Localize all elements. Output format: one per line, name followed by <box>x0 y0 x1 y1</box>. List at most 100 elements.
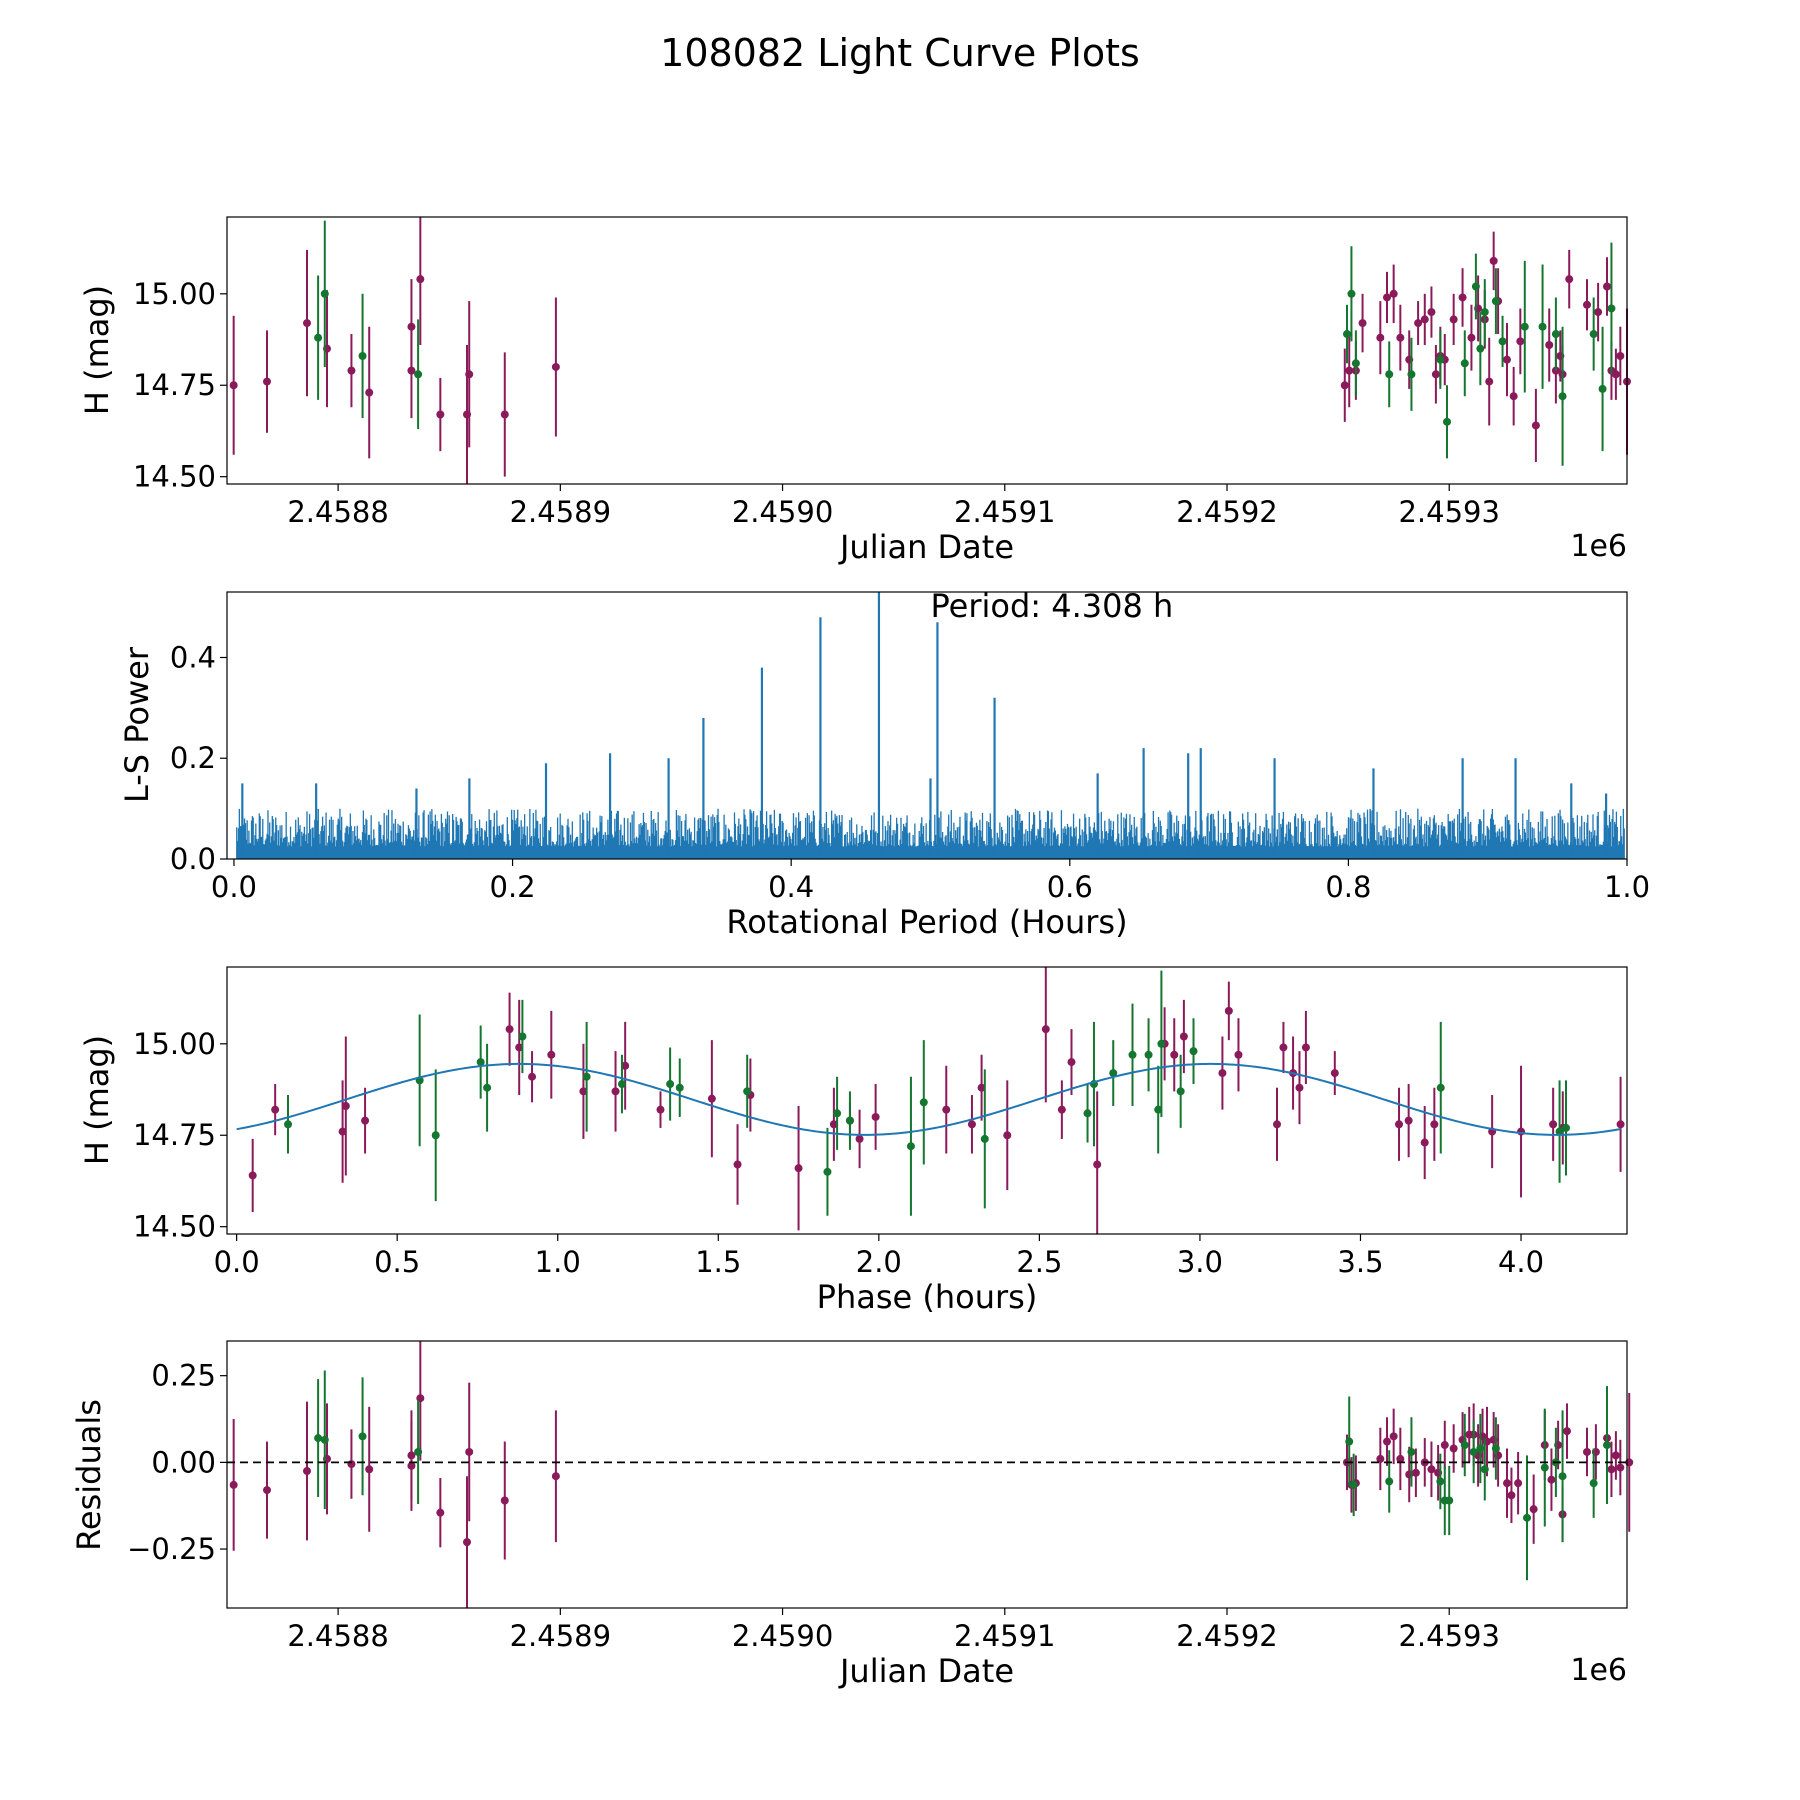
lightcurve-point-r <box>500 410 509 419</box>
phase-xtick-label: 1.0 <box>535 1245 581 1279</box>
phase-point-r <box>656 1105 665 1114</box>
lightcurve-point-r <box>1449 315 1458 324</box>
phase-point-g <box>1128 1050 1137 1059</box>
residuals-point-g <box>314 1434 323 1443</box>
phase-point-g <box>431 1131 440 1140</box>
lightcurve-point-r <box>1583 300 1591 309</box>
phase-xtick-label: 4.0 <box>1498 1245 1544 1279</box>
residuals-ylabel: Residuals <box>70 1399 108 1551</box>
lightcurve-point-r <box>1389 289 1398 298</box>
phase-point-r <box>341 1101 350 1110</box>
periodogram-xtick-label: 0.4 <box>768 870 814 904</box>
residuals-point-r <box>1389 1432 1398 1441</box>
lightcurve-xtick-label: 2.4592 <box>1176 495 1277 529</box>
phase-ylabel: H (mag) <box>78 1035 116 1165</box>
lightcurve-point-r <box>1531 421 1540 430</box>
lightcurve-xtick-label: 2.4590 <box>732 495 833 529</box>
phase-point-g <box>906 1142 915 1151</box>
residuals-point-r <box>365 1465 374 1474</box>
periodogram-ytick-label: 0.2 <box>170 741 216 775</box>
lightcurve-point-r <box>1383 293 1391 302</box>
lightcurve-ytick-label: 14.75 <box>133 368 216 402</box>
lightcurve-point-g <box>1436 355 1445 364</box>
lightcurve-point-g <box>1351 359 1360 368</box>
figure-title: 108082 Light Curve Plots <box>660 31 1140 75</box>
residuals-xtick-label: 2.4589 <box>510 1619 611 1653</box>
phase-point-r <box>733 1160 742 1169</box>
residuals-marks <box>227 1341 1634 1608</box>
phase-point-g <box>1083 1109 1092 1118</box>
residuals-point-r <box>1563 1427 1571 1436</box>
lightcurve-point-g <box>1558 392 1567 401</box>
periodogram-ylabel: L-S Power <box>118 646 156 803</box>
residuals-point-r <box>347 1460 356 1469</box>
phase-point-r <box>1224 1006 1233 1015</box>
lightcurve-point-r <box>1509 392 1518 401</box>
lightcurve-point-r <box>1345 366 1354 375</box>
residuals-point-g <box>1589 1479 1598 1488</box>
phase-marks <box>236 967 1625 1234</box>
periodogram-ytick-label: 0.4 <box>170 640 216 674</box>
residuals-point-r <box>1547 1475 1556 1484</box>
phase-point-g <box>284 1120 293 1129</box>
phase-point-r <box>1179 1032 1188 1041</box>
lightcurve-marks <box>229 217 1631 484</box>
phase-point-g <box>476 1058 485 1067</box>
periodogram-ytick-label: 0.0 <box>170 842 216 876</box>
lightcurve-point-r <box>551 362 560 371</box>
lightcurve-point-g <box>1476 344 1485 353</box>
residuals-point-r <box>263 1486 271 1495</box>
phase-point-r <box>271 1105 280 1114</box>
residuals-point-g <box>1445 1496 1454 1505</box>
lightcurve-point-r <box>1565 275 1574 284</box>
phase-point-r <box>1218 1069 1227 1078</box>
phase-point-g <box>743 1087 752 1096</box>
periodogram-noise <box>236 808 1625 859</box>
lightcurve-point-r <box>1503 355 1511 364</box>
lightcurve-x-offset: 1e6 <box>1570 529 1627 564</box>
phase-point-g <box>1176 1087 1185 1096</box>
periodogram-xtick-label: 0.0 <box>211 870 257 904</box>
phase-ytick-label: 14.75 <box>133 1118 216 1152</box>
phase-point-g <box>1109 1069 1118 1078</box>
residuals-point-g <box>1407 1447 1416 1456</box>
residuals-point-r <box>1427 1465 1436 1474</box>
phase-point-g <box>1436 1083 1445 1092</box>
lightcurve-point-r <box>1358 319 1367 328</box>
phase-xtick-label: 1.5 <box>695 1245 741 1279</box>
lightcurve-xtick-label: 2.4589 <box>510 495 611 529</box>
residuals-point-g <box>358 1432 367 1441</box>
lightcurve-point-r <box>1489 256 1498 265</box>
residuals-point-r <box>1503 1479 1511 1488</box>
residuals-point-g <box>1469 1447 1478 1456</box>
lightcurve-point-r <box>1603 282 1611 291</box>
residuals-xlabel: Julian Date <box>838 1652 1014 1690</box>
residuals-x-offset: 1e6 <box>1570 1653 1627 1688</box>
residuals-point-r <box>1383 1437 1391 1446</box>
phase-ytick-label: 15.00 <box>133 1027 216 1061</box>
lightcurve-point-r <box>1414 319 1423 328</box>
phase-point-g <box>823 1167 832 1176</box>
phase-point-r <box>248 1171 257 1180</box>
residuals-point-g <box>1480 1465 1489 1474</box>
phase-point-g <box>582 1072 591 1081</box>
lightcurve-axes: 2.4588 2.4589 2.4590 2.4591 2.4592 2.4593 14.5… <box>78 216 1631 566</box>
phase-ticks: 0.0 0.5 1.0 1.5 2.0 2.5 3.0 3.5 4.0 14.50 14.75 15.… <box>133 1027 1544 1279</box>
lightcurve-point-g <box>314 333 323 342</box>
residuals-axes: 2.4588 2.4589 2.4590 2.4591 2.4592 2.4593 −0.2… <box>70 1340 1634 1690</box>
residuals-xtick-label: 2.4591 <box>954 1619 1055 1653</box>
phase-point-r <box>707 1094 716 1103</box>
residuals-point-r <box>1514 1479 1523 1488</box>
lightcurve-point-g <box>1385 370 1394 379</box>
phase-point-g <box>919 1098 928 1107</box>
residuals-xtick-label: 2.4592 <box>1176 1619 1277 1653</box>
phase-point-r <box>1273 1120 1281 1129</box>
lightcurve-point-g <box>1347 289 1356 298</box>
phase-point-g <box>1561 1123 1570 1132</box>
lightcurve-point-r <box>1594 308 1603 317</box>
lightcurve-ticks: 2.4588 2.4589 2.4590 2.4591 2.4592 2.4593 14.5… <box>133 277 1500 529</box>
lightcurve-ytick-label: 15.00 <box>133 277 216 311</box>
residuals-point-g <box>1476 1444 1485 1453</box>
residuals-point-r <box>463 1538 471 1547</box>
lightcurve-point-r <box>1611 370 1620 379</box>
